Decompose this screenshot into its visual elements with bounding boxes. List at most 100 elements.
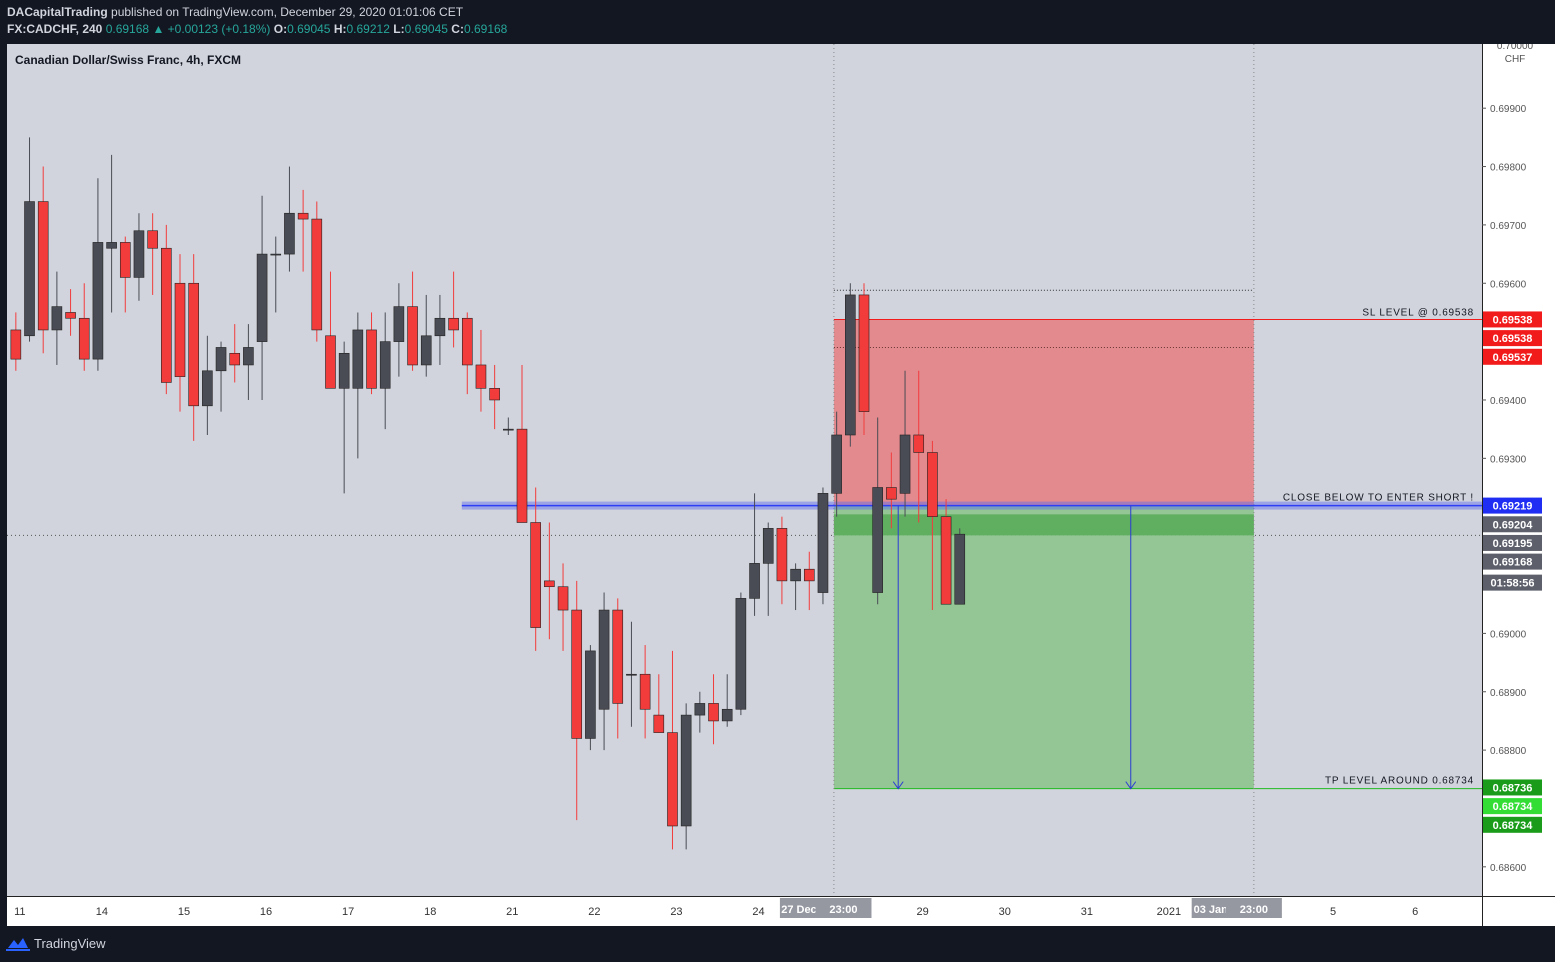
price-tick: 0.70000 (1497, 44, 1534, 52)
candle-body (927, 452, 938, 517)
time-marker (815, 898, 872, 918)
candle-body (420, 335, 432, 366)
candle-body (845, 294, 856, 436)
price-label-text: 0.68734 (1493, 820, 1534, 832)
candle-body (694, 703, 706, 716)
time-tick: 11 (14, 906, 25, 918)
candle-body (803, 568, 815, 582)
price-label-text: 0.69195 (1493, 538, 1533, 550)
candle-body (325, 335, 336, 389)
price-label (1483, 497, 1542, 514)
candle-body (571, 609, 583, 739)
price-tick: 0.69300 (1490, 454, 1527, 465)
symbol-label[interactable]: FX:CADCHF, 240 (7, 22, 103, 36)
tradingview-brand[interactable]: TradingView (34, 936, 106, 951)
tradingview-logo-icon[interactable] (6, 934, 30, 952)
price-label (1483, 779, 1542, 796)
time-tick: 22 (588, 906, 600, 918)
candle-body (311, 218, 323, 331)
entry-label: CLOSE BELOW TO ENTER SHORT ! (1283, 493, 1474, 504)
currency-label: CHF (1505, 54, 1526, 65)
candle-body (188, 282, 199, 407)
price-tick: 0.69000 (1490, 629, 1527, 640)
candle-body (51, 306, 63, 331)
candle-body (270, 253, 282, 256)
candle-body (65, 312, 76, 319)
chart-area[interactable]: SL LEVEL @ 0.69538 CLOSE BELOW TO ENTER S… (7, 44, 1555, 926)
candle-body (913, 434, 925, 453)
candle-body (858, 294, 870, 412)
candlestick-chart[interactable]: SL LEVEL @ 0.69538 CLOSE BELOW TO ENTER S… (7, 44, 1555, 926)
candle-body (899, 434, 911, 494)
price-label-text: 0.69538 (1493, 333, 1533, 345)
stop-loss-label: SL LEVEL @ 0.69538 (1362, 307, 1474, 318)
price-label-text: 0.69168 (1493, 557, 1533, 569)
candle-body (817, 493, 829, 593)
publish-line: DACapitalTrading published on TradingVie… (7, 5, 463, 19)
candle-body (434, 317, 446, 337)
candle-body (202, 370, 213, 407)
time-marker-text: 23:00 (829, 904, 857, 916)
price-label (1483, 534, 1542, 551)
price-tick: 0.69400 (1490, 396, 1527, 407)
time-tick: 16 (260, 906, 272, 918)
price-label-text: 01:58:56 (1490, 578, 1534, 590)
candle-body (284, 212, 295, 255)
stop-loss-zone (833, 319, 1254, 506)
candle-body (503, 428, 514, 431)
candle-body (78, 317, 90, 360)
close-value: 0.69168 (463, 22, 508, 36)
candle-body (352, 329, 364, 389)
candle-body (161, 247, 172, 383)
candle-body (954, 533, 966, 605)
candle-body (393, 306, 405, 342)
candle-body (338, 352, 350, 389)
candle-body (119, 242, 131, 278)
time-tick: 31 (1081, 906, 1093, 918)
candle-body (776, 528, 788, 582)
price-label-text: 0.69219 (1493, 501, 1533, 513)
time-marker-text: 23:00 (1240, 904, 1268, 916)
candle-body (790, 568, 801, 582)
price-tick: 0.68900 (1490, 688, 1527, 699)
price-label (1483, 348, 1542, 365)
price-label-text: 0.69537 (1493, 352, 1533, 364)
candle-body (133, 230, 145, 278)
candle-body (448, 317, 459, 331)
time-tick: 24 (752, 906, 764, 918)
entry-fill-band (833, 514, 1254, 536)
price-label (1483, 330, 1542, 347)
candle-body (653, 714, 665, 733)
candle-body (174, 282, 186, 377)
time-tick: 29 (917, 906, 929, 918)
candle-body (489, 388, 500, 401)
candle-body (544, 580, 555, 588)
candle-body (667, 732, 678, 827)
low-label: L: (393, 22, 405, 36)
candle-body (379, 341, 391, 389)
ohlc-line: FX:CADCHF, 240 0.69168 ▲ +0.00123 (+0.18… (7, 22, 507, 36)
price-tick: 0.68600 (1490, 863, 1527, 874)
high-value: 0.69212 (346, 22, 390, 36)
chart-title: Canadian Dollar/Swiss Franc, 4h, FXCM (15, 53, 241, 67)
candle-body (106, 242, 117, 249)
candle-body (557, 586, 569, 611)
candle-body (598, 609, 610, 710)
candle-body (708, 703, 719, 722)
price-tick: 0.69800 (1490, 163, 1527, 174)
candle-body (680, 714, 692, 827)
candle-body (92, 242, 104, 360)
publish-info: published on TradingView.com, December 2… (111, 5, 464, 19)
candle-body (461, 317, 473, 366)
price-tick: 0.69700 (1490, 221, 1527, 232)
price-tick: 0.68800 (1490, 746, 1527, 757)
candle-body (475, 364, 487, 389)
time-marker (1225, 898, 1282, 918)
time-tick: 23 (670, 906, 682, 918)
take-profit-label: TP LEVEL AROUND 0.68734 (1325, 776, 1474, 787)
candle-body (215, 347, 227, 372)
time-tick: 30 (999, 906, 1011, 918)
price-label (1483, 516, 1542, 533)
candle-body (735, 598, 747, 710)
publisher-name[interactable]: DACapitalTrading (7, 5, 108, 19)
